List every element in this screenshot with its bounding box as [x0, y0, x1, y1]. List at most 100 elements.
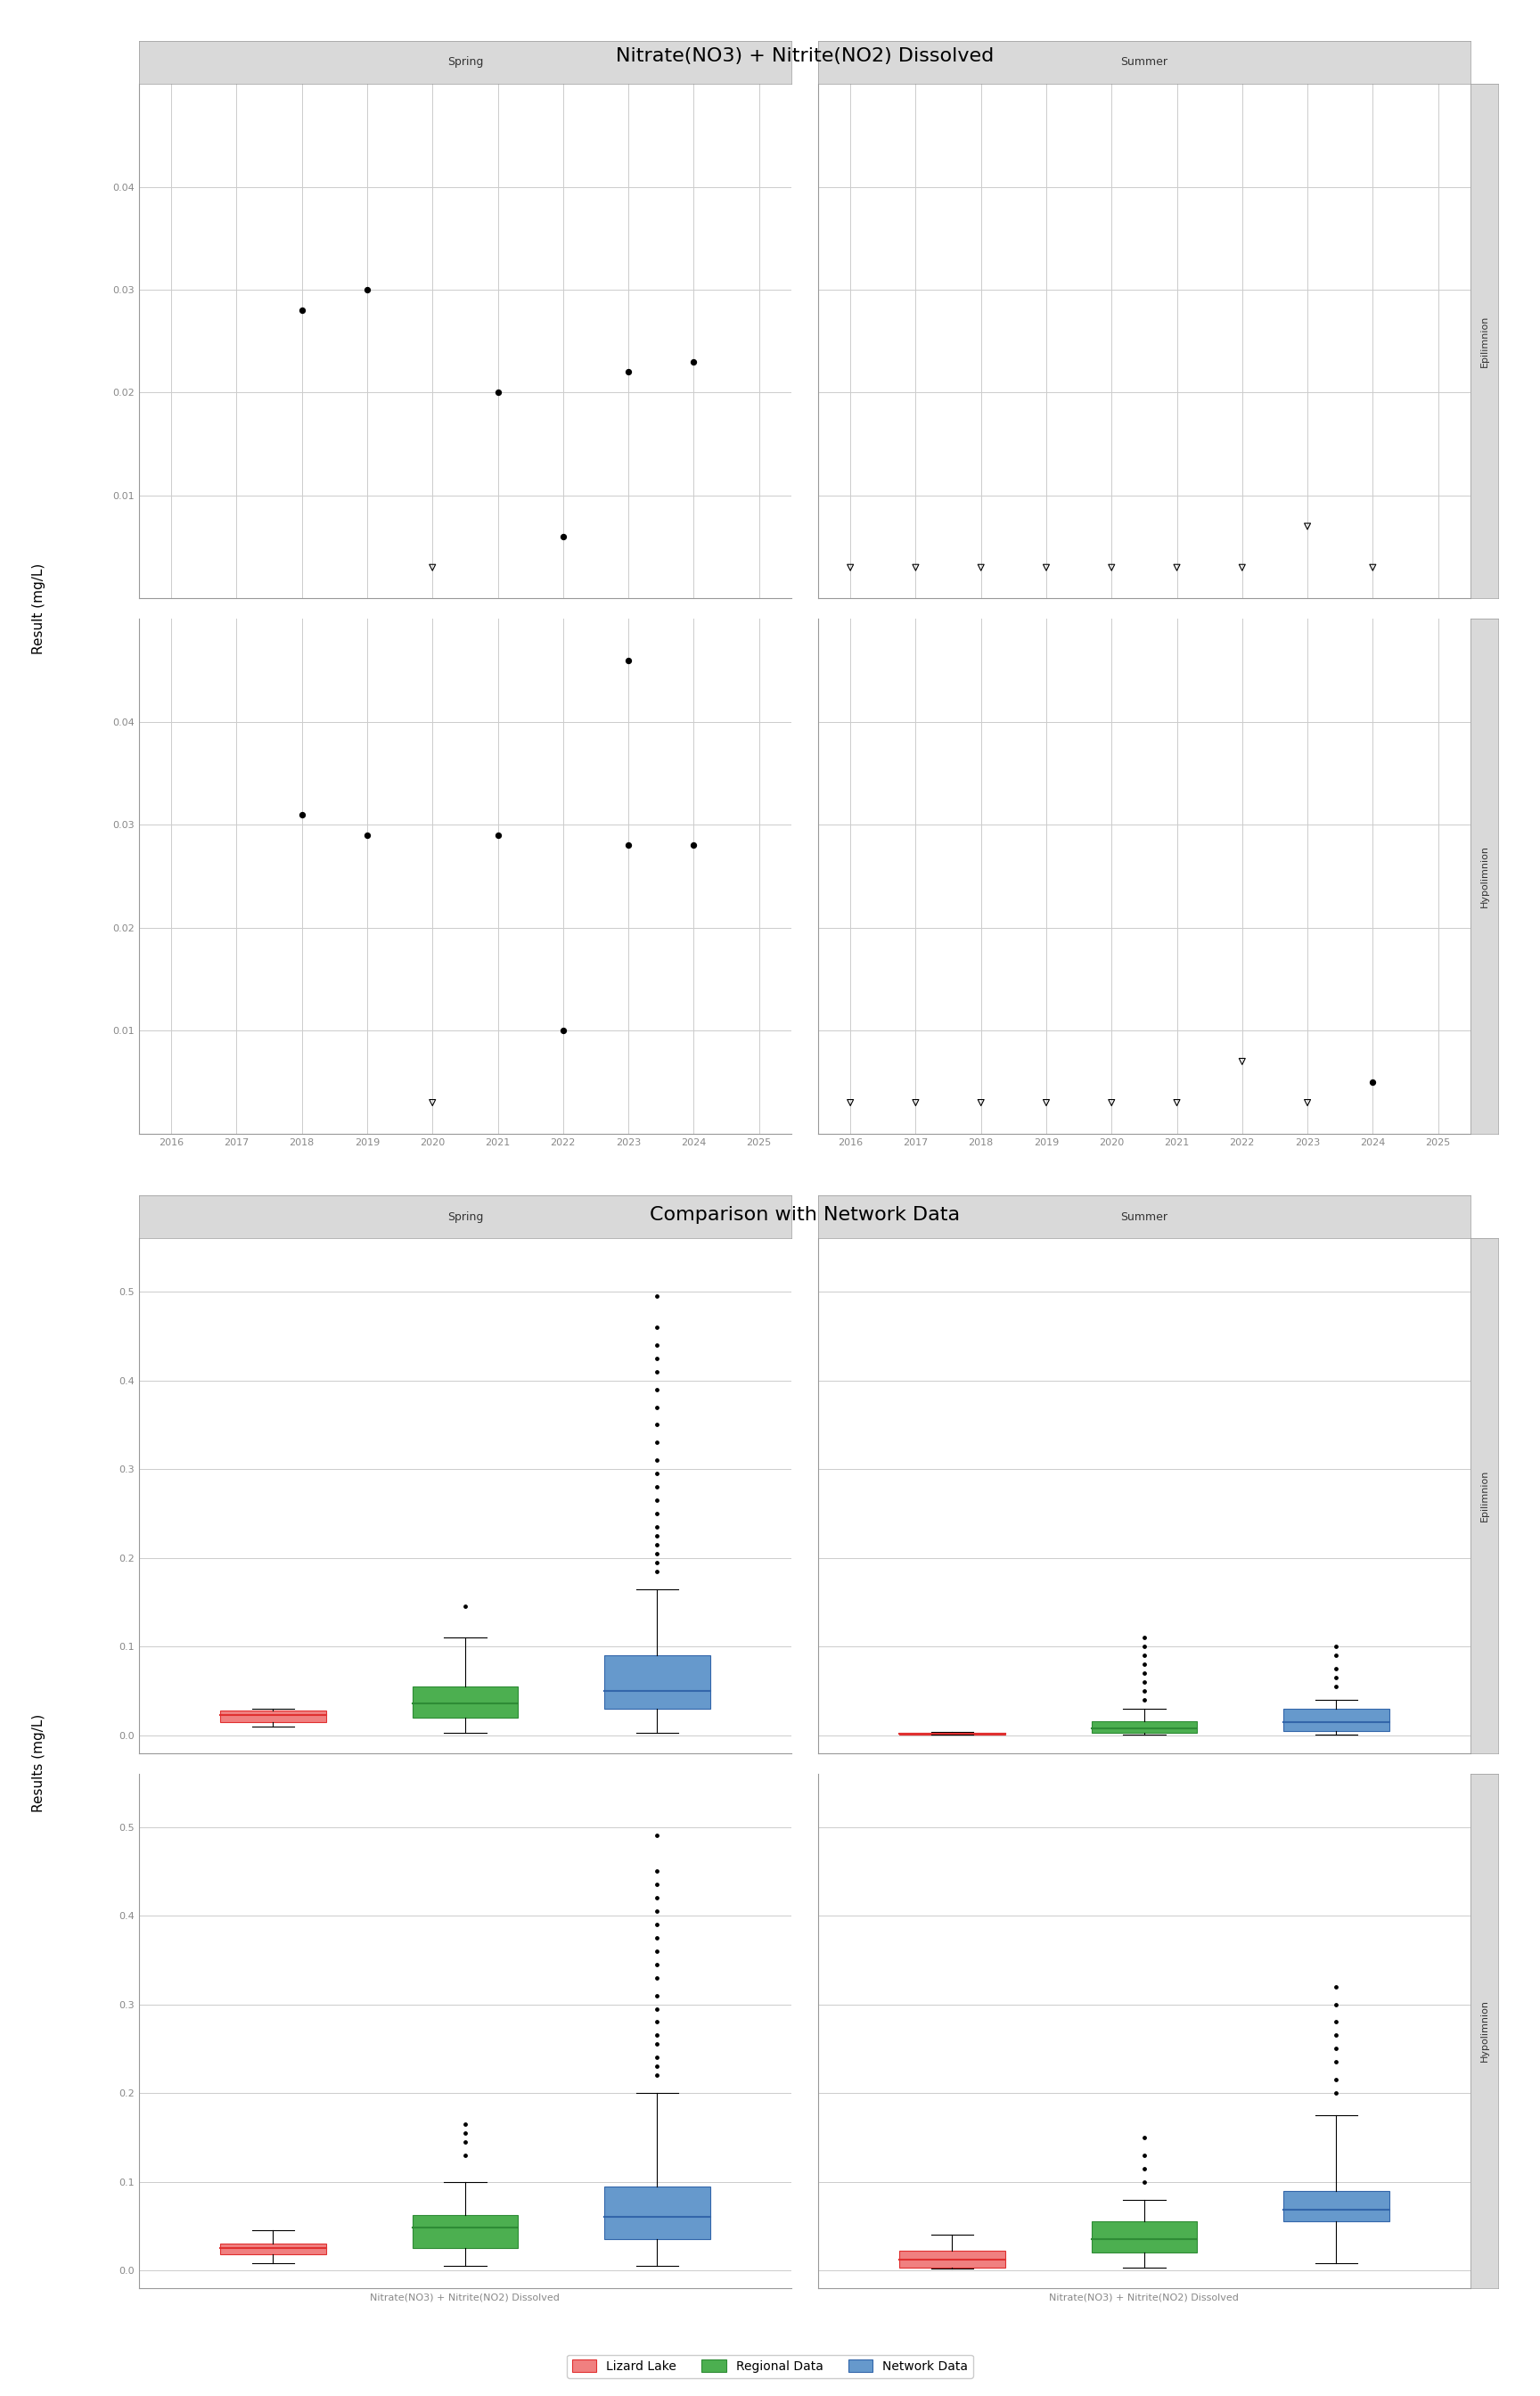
Point	[645, 1852, 670, 1890]
Point	[645, 1371, 670, 1409]
Point	[645, 2025, 670, 2063]
Point	[551, 1011, 576, 1049]
Point	[645, 1325, 670, 1363]
Point	[645, 1533, 670, 1572]
Point	[645, 1816, 670, 1855]
Bar	[604, 2185, 710, 2240]
Point	[1324, 1658, 1349, 1696]
Point	[420, 549, 445, 587]
Point	[1132, 1627, 1157, 1665]
Bar	[413, 2216, 517, 2247]
Text: Spring: Spring	[447, 58, 484, 67]
Point	[1100, 549, 1124, 587]
Point	[645, 1878, 670, 1917]
Point	[290, 290, 314, 328]
Text: Hypolimnion: Hypolimnion	[1480, 2001, 1489, 2063]
Point	[1230, 549, 1255, 587]
Point	[904, 1083, 929, 1121]
Point	[453, 2135, 477, 2173]
Point	[1132, 1653, 1157, 1692]
Point	[645, 1553, 670, 1591]
X-axis label: Nitrate(NO3) + Nitrite(NO2) Dissolved: Nitrate(NO3) + Nitrite(NO2) Dissolved	[1049, 2293, 1240, 2303]
Point	[645, 1946, 670, 1984]
Bar	[1283, 2190, 1389, 2221]
Bar	[413, 1687, 517, 1718]
Point	[485, 817, 510, 855]
Point	[1132, 2135, 1157, 2173]
Point	[1033, 549, 1058, 587]
Point	[904, 549, 929, 587]
Point	[1360, 1064, 1384, 1102]
Text: Summer: Summer	[1121, 1210, 1167, 1222]
Point	[645, 1440, 670, 1478]
Point	[969, 549, 993, 587]
Point	[645, 1406, 670, 1445]
Point	[969, 1083, 993, 1121]
Text: Comparison with Network Data: Comparison with Network Data	[650, 1205, 959, 1224]
Point	[1324, 1627, 1349, 1665]
Point	[645, 1526, 670, 1565]
Point	[453, 1589, 477, 1627]
Point	[645, 2015, 670, 2053]
Point	[645, 2056, 670, 2094]
Bar	[1092, 2221, 1197, 2252]
Point	[1132, 1672, 1157, 1711]
Point	[354, 271, 379, 309]
Point	[645, 1308, 670, 1347]
Point	[645, 1989, 670, 2027]
Text: Epilimnion: Epilimnion	[1480, 1469, 1489, 1521]
Point	[1324, 1636, 1349, 1675]
Point	[645, 1958, 670, 1996]
Point	[616, 827, 641, 865]
Point	[645, 1977, 670, 2015]
Point	[645, 1277, 670, 1315]
Point	[681, 827, 705, 865]
Point	[551, 518, 576, 556]
Point	[838, 549, 862, 587]
Point	[290, 795, 314, 834]
Point	[1324, 2044, 1349, 2082]
Point	[1324, 2015, 1349, 2053]
Point	[453, 2106, 477, 2144]
Text: Hypolimnion: Hypolimnion	[1480, 846, 1489, 908]
Point	[485, 374, 510, 412]
Point	[681, 343, 705, 381]
Point	[1324, 1648, 1349, 1687]
Point	[645, 1481, 670, 1519]
Point	[645, 1469, 670, 1507]
Point	[616, 642, 641, 680]
Point	[1164, 1083, 1189, 1121]
Bar	[1283, 1708, 1389, 1730]
Point	[1132, 1680, 1157, 1718]
Point	[1295, 1083, 1320, 1121]
Text: Spring: Spring	[447, 1210, 484, 1222]
Point	[645, 1931, 670, 1970]
Point	[1360, 549, 1384, 587]
Point	[645, 1919, 670, 1958]
Point	[645, 1339, 670, 1378]
Point	[1132, 2149, 1157, 2188]
Legend: Lizard Lake, Regional Data, Network Data: Lizard Lake, Regional Data, Network Data	[567, 2355, 973, 2377]
Point	[838, 1083, 862, 1121]
Text: Result (mg/L): Result (mg/L)	[32, 563, 45, 654]
Point	[1033, 1083, 1058, 1121]
Point	[645, 1423, 670, 1462]
Point	[1324, 2003, 1349, 2041]
Point	[1324, 2075, 1349, 2113]
Point	[1324, 1668, 1349, 1706]
Point	[645, 1351, 670, 1390]
Point	[1324, 2029, 1349, 2068]
Point	[1324, 1986, 1349, 2025]
X-axis label: Nitrate(NO3) + Nitrite(NO2) Dissolved: Nitrate(NO3) + Nitrite(NO2) Dissolved	[370, 2293, 561, 2303]
Bar	[899, 2250, 1006, 2267]
Point	[1324, 2061, 1349, 2099]
Point	[1132, 2164, 1157, 2202]
Point	[354, 817, 379, 855]
Point	[645, 1866, 670, 1905]
Text: Summer: Summer	[1121, 58, 1167, 67]
Point	[1100, 1083, 1124, 1121]
Point	[1132, 1636, 1157, 1675]
Point	[1132, 1620, 1157, 1658]
Point	[616, 352, 641, 391]
Point	[1132, 1663, 1157, 1701]
